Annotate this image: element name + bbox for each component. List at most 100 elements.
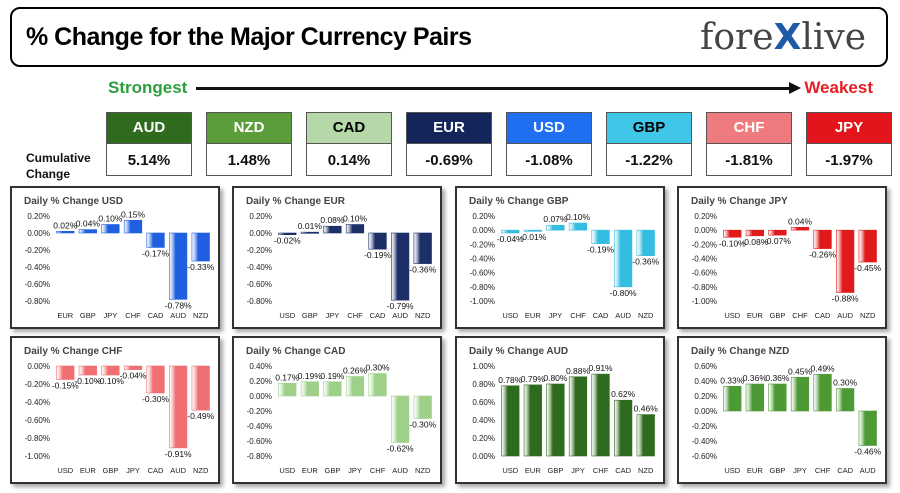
y-tick-label: -0.40%: [692, 255, 717, 264]
x-category-label: CAD: [815, 311, 831, 320]
chart-panel-5: Daily % Change CHF 0.00% -0.20% -0.40% -0.60…: [10, 336, 220, 484]
x-category-label: CHF: [125, 311, 141, 320]
x-category-label: USD: [502, 466, 518, 475]
data-label: 0.01%: [298, 221, 323, 231]
data-label: 0.49%: [811, 363, 836, 373]
y-tick-label: 0.00%: [472, 452, 495, 461]
bar-gbp: [101, 365, 120, 376]
x-category-label: CAD: [615, 466, 631, 475]
data-label: -0.33%: [187, 262, 214, 272]
x-category-label: USD: [724, 311, 740, 320]
daily-change-chart: Daily % Change USD 0.20% 0.00% -0.20% -0.40%…: [24, 196, 215, 320]
bar-aud: [614, 229, 633, 288]
bar-aud: [858, 410, 877, 446]
bar-eur: [523, 384, 542, 457]
bar-gbp: [300, 231, 319, 234]
x-category-label: JPY: [571, 466, 585, 475]
bar-chf: [568, 222, 588, 231]
bar-chf: [790, 227, 810, 231]
bar-cad: [836, 388, 855, 412]
bar-usd: [501, 385, 520, 457]
currency-cumulative-change: -0.69%: [425, 152, 473, 169]
data-label: 0.17%: [275, 372, 300, 382]
y-tick-label: -0.60%: [470, 269, 495, 278]
strength-arrow-head: [789, 82, 801, 94]
data-label: -0.88%: [832, 294, 859, 304]
y-tick-label: -0.80%: [25, 434, 50, 443]
y-tick-label: -0.20%: [692, 422, 717, 431]
data-label: 0.62%: [611, 389, 636, 399]
bar-aud: [169, 365, 188, 449]
bar-eur: [56, 230, 75, 234]
y-tick-label: 0.00%: [249, 392, 272, 401]
x-category-label: CHF: [570, 311, 586, 320]
x-category-label: GBP: [80, 311, 96, 320]
y-tick-label: 0.20%: [249, 377, 272, 386]
y-tick-label: -0.20%: [25, 380, 50, 389]
data-label: 0.04%: [76, 219, 101, 229]
y-tick-label: 0.20%: [27, 212, 50, 221]
x-category-label: AUD: [837, 311, 853, 320]
currency-code: EUR: [407, 113, 491, 144]
x-category-label: AUD: [170, 311, 186, 320]
bar-usd: [723, 229, 742, 238]
data-label: 0.07%: [543, 214, 568, 224]
page-title: % Change for the Major Currency Pairs: [26, 23, 472, 51]
x-category-label: USD: [279, 466, 295, 475]
y-tick-label: 1.00%: [472, 362, 495, 371]
x-category-label: AUD: [615, 311, 631, 320]
data-label: 0.08%: [320, 215, 345, 225]
y-tick-label: 0.20%: [249, 212, 272, 221]
bar-chf: [368, 373, 387, 397]
data-label: -0.62%: [387, 444, 414, 454]
x-category-label: AUD: [860, 466, 876, 475]
x-category-label: CAD: [593, 311, 609, 320]
logo-text-right: live: [801, 17, 866, 58]
x-category-label: CAD: [148, 466, 164, 475]
y-tick-label: -0.60%: [247, 437, 272, 446]
currency-code: USD: [507, 113, 591, 144]
daily-change-chart: Daily % Change CHF 0.00% -0.20% -0.40% -0.60…: [24, 346, 215, 475]
y-tick-label: 0.40%: [472, 416, 495, 425]
bar-eur: [745, 383, 764, 412]
data-label: -0.04%: [497, 234, 524, 244]
y-tick-label: 0.80%: [472, 380, 495, 389]
data-label: -0.36%: [409, 265, 436, 275]
currency-code: CHF: [707, 113, 791, 144]
currency-box-cad: CAD 0.14%: [306, 112, 392, 176]
currency-cumulative-change: 1.48%: [227, 152, 271, 169]
chart-title: Daily % Change JPY: [691, 196, 788, 207]
currency-box-nzd: NZD 1.48%: [206, 112, 292, 176]
x-category-label: GBP: [548, 466, 564, 475]
x-category-label: CHF: [593, 466, 609, 475]
y-tick-label: -1.00%: [470, 297, 495, 306]
bar-eur: [523, 229, 542, 232]
y-tick-label: -0.20%: [25, 246, 50, 255]
bar-jpy: [345, 376, 365, 397]
bar-eur: [78, 365, 97, 376]
data-label: -0.02%: [274, 236, 301, 246]
logo-x-mark: X: [773, 17, 802, 58]
daily-change-chart: Daily % Change CAD 0.40% 0.20% 0.00% -0.20% -…: [246, 346, 437, 475]
x-category-label: GBP: [325, 466, 341, 475]
bar-nzd: [413, 232, 432, 264]
x-category-label: AUD: [170, 466, 186, 475]
data-label: 0.91%: [589, 363, 614, 373]
chart-panel-1: Daily % Change USD 0.20% 0.00% -0.20% -0.40%…: [10, 186, 220, 329]
bar-jpy: [790, 376, 810, 412]
y-tick-label: -0.40%: [692, 437, 717, 446]
bar-aud: [391, 395, 410, 443]
y-tick-label: 0.20%: [472, 212, 495, 221]
x-category-label: JPY: [326, 311, 340, 320]
daily-change-chart: Daily % Change JPY 0.20% 0.00% -0.20% -0.40%…: [691, 196, 882, 320]
bar-jpy: [101, 224, 120, 234]
x-category-label: EUR: [747, 311, 763, 320]
currency-box-jpy: JPY -1.97%: [806, 112, 892, 176]
bar-jpy: [568, 376, 588, 457]
x-category-label: EUR: [57, 311, 73, 320]
currency-cumulative-change: -1.97%: [825, 152, 873, 169]
currency-cumulative-change: 0.14%: [327, 152, 371, 169]
x-category-label: CAD: [148, 311, 164, 320]
y-tick-label: -0.60%: [25, 416, 50, 425]
y-tick-label: -0.80%: [25, 297, 50, 306]
